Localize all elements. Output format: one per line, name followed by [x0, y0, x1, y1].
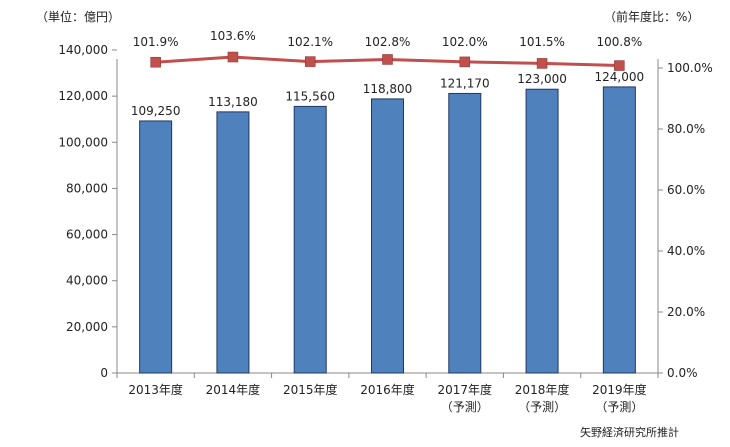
category-label: 2019年度 — [592, 382, 647, 397]
line-value-label: 102.0% — [442, 35, 488, 49]
line-value-label: 102.8% — [365, 35, 411, 49]
bar — [139, 120, 173, 374]
bar-value-label: 115,560 — [285, 89, 335, 103]
bar — [602, 86, 636, 374]
bar — [371, 98, 404, 374]
line-value-label: 102.1% — [287, 35, 333, 49]
right-tick-label: 40.0% — [667, 244, 705, 258]
right-tick-label: 0.0% — [667, 366, 698, 380]
category-label: 2015年度 — [283, 382, 338, 397]
line-marker — [459, 56, 471, 68]
right-axis-title: （前年度比：%） — [604, 10, 700, 24]
category-label: 2013年度 — [128, 382, 183, 397]
category-label: 2018年度 — [515, 382, 570, 397]
left-tick-label: 0 — [100, 366, 108, 380]
category-label: （予測） — [441, 400, 489, 414]
right-tick-label: 60.0% — [667, 183, 705, 197]
line-value-label: 101.9% — [133, 35, 179, 49]
category-label: 2014年度 — [206, 382, 261, 397]
right-tick-label: 80.0% — [667, 122, 705, 136]
bar-value-label: 124,000 — [595, 70, 645, 84]
bar — [448, 92, 482, 374]
bar — [293, 105, 327, 374]
line-marker — [150, 56, 161, 68]
right-tick-label: 20.0% — [667, 305, 705, 319]
bar-value-label: 109,250 — [131, 104, 181, 118]
line-marker — [304, 56, 316, 67]
category-label: 2017年度 — [438, 382, 493, 397]
category-label: （予測） — [595, 400, 643, 414]
line-marker — [227, 51, 239, 63]
left-axis-title: （単位：億円） — [36, 10, 121, 24]
category-label: 2016年度 — [360, 382, 415, 397]
source-note: 矢野経済研究所推計 — [580, 426, 679, 439]
bar-value-label: 118,800 — [363, 82, 413, 96]
bar-value-label: 123,000 — [517, 72, 567, 86]
left-tick-label: 20,000 — [66, 320, 108, 334]
line-marker — [614, 60, 625, 71]
bar — [216, 111, 250, 374]
category-label: （予測） — [518, 400, 566, 414]
line-marker — [382, 54, 393, 65]
line-marker — [536, 58, 548, 69]
bar — [525, 88, 559, 374]
left-tick-label: 120,000 — [58, 89, 108, 103]
left-tick-label: 40,000 — [66, 274, 108, 288]
bar-value-label: 113,180 — [208, 95, 258, 109]
left-tick-label: 60,000 — [66, 228, 108, 242]
left-tick-label: 140,000 — [58, 43, 108, 57]
line-value-label: 103.6% — [210, 29, 256, 43]
left-tick-label: 80,000 — [66, 181, 108, 195]
bar-value-label: 121,170 — [440, 76, 490, 90]
line-value-label: 100.8% — [596, 35, 642, 49]
left-tick-label: 100,000 — [58, 135, 108, 149]
line-value-label: 101.5% — [519, 35, 565, 49]
right-tick-label: 100.0% — [667, 61, 713, 75]
